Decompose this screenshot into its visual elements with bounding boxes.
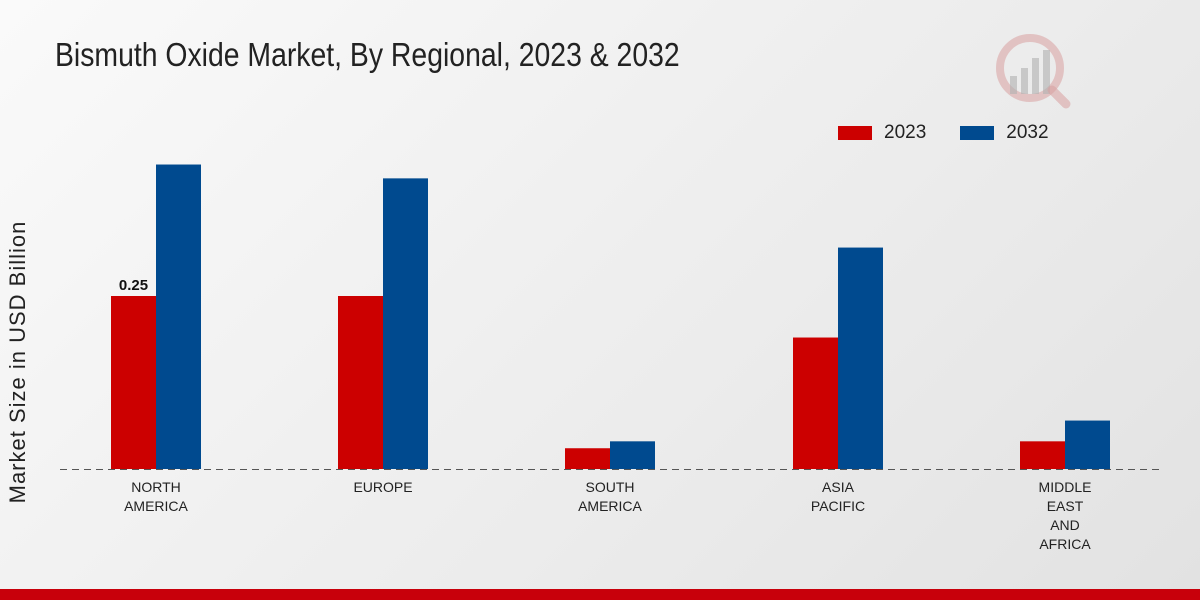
legend-item-2032: 2032 [960, 122, 1049, 144]
x-tick-label-4: MIDDLE EAST AND AFRICA [1039, 479, 1092, 552]
bar-2023-3 [793, 337, 838, 469]
x-tick-label-1: EUROPE [353, 479, 412, 495]
footer-bar [0, 589, 1200, 600]
bar-2032-0 [156, 164, 201, 469]
bar-2032-4 [1065, 420, 1110, 469]
bar-2023-2 [565, 448, 610, 469]
bar-2023-1 [338, 296, 383, 469]
bar-2032-3 [838, 247, 883, 469]
x-tick-label-0: NORTH AMERICA [124, 479, 188, 514]
bar-2032-1 [383, 178, 428, 470]
legend-swatch-2032 [960, 126, 995, 140]
chart-title: Bismuth Oxide Market, By Regional, 2023 … [55, 36, 680, 73]
bar-2023-0 [111, 296, 156, 469]
legend-item-2023: 2023 [838, 122, 926, 144]
chart-legend: 2023 2032 [838, 122, 1083, 144]
legend-label-2023: 2023 [884, 122, 927, 143]
bar-2032-2 [610, 441, 655, 469]
legend-label-2032: 2032 [1006, 122, 1049, 143]
x-tick-label-3: ASIA PACIFIC [811, 479, 865, 514]
bar-2023-4 [1020, 441, 1065, 469]
x-tick-label-2: SOUTH AMERICA [578, 479, 642, 514]
legend-swatch-2023 [838, 126, 872, 140]
market-research-logo-icon [996, 34, 1071, 109]
data-label-0: 0.25 [119, 277, 148, 294]
